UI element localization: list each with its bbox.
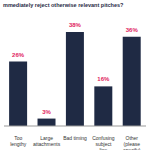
svg-text:Other(pleasespecify): Other(pleasespecify) bbox=[123, 135, 141, 150]
svg-text:3%: 3% bbox=[42, 109, 51, 115]
html-text:mmediately reject otherwise re: mmediately reject otherwise relevant pit… bbox=[3, 2, 124, 8]
svg-text:Bad timing: Bad timing bbox=[63, 135, 87, 141]
svg-text:38%: 38% bbox=[69, 22, 82, 28]
svg-text:Largeattachments: Largeattachments bbox=[33, 135, 61, 147]
svg-text:26%: 26% bbox=[12, 52, 25, 58]
svg-text:Toolengthy: Toolengthy bbox=[10, 135, 27, 147]
svg-text:16%: 16% bbox=[97, 76, 110, 82]
svg-text:36%: 36% bbox=[126, 27, 139, 33]
svg-text:Confusingsubjectline: Confusingsubjectline bbox=[92, 135, 115, 150]
